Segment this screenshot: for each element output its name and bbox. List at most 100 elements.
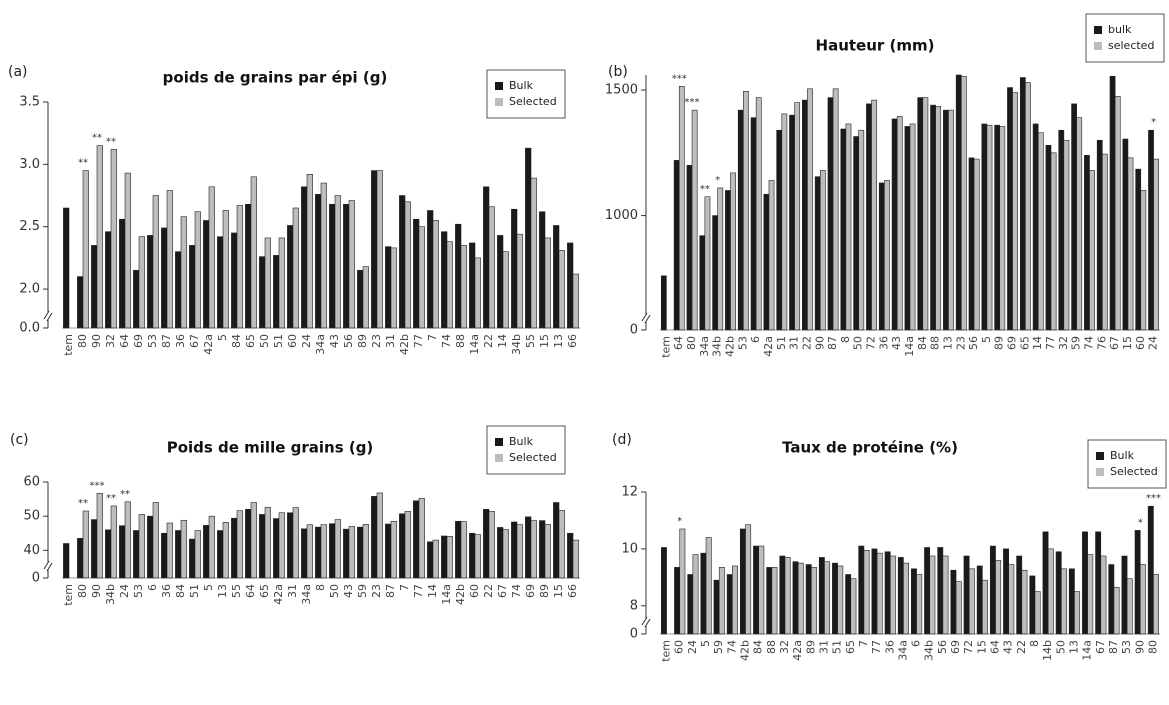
bar <box>502 251 509 329</box>
x-tick-label: 50 <box>1054 640 1067 654</box>
bar <box>362 524 369 579</box>
bar <box>483 509 490 579</box>
x-tick-label: 5 <box>699 640 712 647</box>
bar <box>306 524 313 579</box>
y-tick-label: 12 <box>621 485 638 500</box>
bar <box>175 530 182 579</box>
significance: ** <box>120 489 130 500</box>
bar <box>152 195 159 329</box>
bar <box>981 123 988 331</box>
bar <box>896 116 903 331</box>
bar <box>1089 170 1095 331</box>
bar <box>968 568 975 635</box>
axis-break <box>641 616 648 626</box>
bar <box>916 574 923 635</box>
bar <box>441 535 448 579</box>
axis-break <box>46 562 53 572</box>
bar <box>679 528 686 635</box>
bar <box>245 203 252 329</box>
bar <box>446 536 453 579</box>
bar <box>845 574 852 635</box>
bar <box>876 552 883 635</box>
x-tick-label: 55 <box>230 584 243 598</box>
bar <box>904 126 911 331</box>
bar <box>567 242 574 329</box>
y-tick-label: 3.0 <box>19 157 40 172</box>
x-tick-label: 24 <box>118 584 131 598</box>
bar <box>455 520 462 579</box>
bar <box>488 206 495 329</box>
bar <box>832 88 839 331</box>
x-tick-label: tem <box>62 334 75 356</box>
x-tick-label: 88 <box>454 334 467 348</box>
bar <box>1121 555 1128 635</box>
bar <box>553 225 560 329</box>
bar <box>763 193 770 331</box>
x-tick-label: 24 <box>686 640 699 654</box>
bar <box>1140 190 1147 331</box>
x-tick-label: 34b <box>923 640 936 661</box>
bar <box>781 113 788 331</box>
bar <box>1021 569 1028 635</box>
x-tick-label: 80 <box>76 334 89 348</box>
bar <box>687 574 694 635</box>
x-tick-label: 22 <box>482 334 495 348</box>
legend-box <box>1085 13 1165 63</box>
bar <box>840 128 847 331</box>
x-tick-label: 87 <box>1107 640 1120 654</box>
bar <box>871 99 877 331</box>
bar <box>273 255 280 329</box>
bar <box>943 109 949 331</box>
x-tick-label: 87 <box>160 334 173 348</box>
bar <box>1096 139 1103 331</box>
x-tick-label: 42b <box>739 640 752 661</box>
bar <box>1007 87 1013 331</box>
x-tick-label: 89 <box>538 584 551 598</box>
bar <box>292 507 299 579</box>
x-tick-label: 42a <box>202 334 215 355</box>
x-tick-label: 7 <box>426 334 439 341</box>
bar <box>743 91 749 331</box>
significance: ** <box>700 184 710 195</box>
bar <box>390 247 397 329</box>
bar <box>357 270 364 329</box>
x-tick-label: 14a <box>1081 640 1094 661</box>
x-tick-label: 76 <box>1095 336 1108 350</box>
x-tick-label: 36 <box>160 584 173 598</box>
x-tick-label: 77 <box>412 334 425 348</box>
bar <box>558 510 565 579</box>
bar <box>1032 123 1039 331</box>
x-tick-label: 69 <box>949 640 962 654</box>
bar <box>1087 554 1094 635</box>
bar <box>1074 591 1081 635</box>
bar <box>530 520 537 579</box>
bar <box>1037 132 1044 331</box>
bar <box>320 524 327 579</box>
bar <box>343 528 350 579</box>
x-tick-label: 31 <box>817 640 830 654</box>
bar <box>1135 168 1142 331</box>
bar <box>315 193 322 329</box>
bar <box>525 516 532 579</box>
bar <box>217 530 224 579</box>
bar <box>717 187 724 331</box>
bar <box>180 519 187 579</box>
bar <box>474 534 481 579</box>
bar <box>1050 152 1057 331</box>
y-tick-label: 1500 <box>605 83 638 98</box>
x-tick-label: 53 <box>146 334 159 348</box>
axis-break <box>43 560 50 570</box>
axis-break <box>43 310 50 320</box>
x-tick-label: 14a <box>903 336 916 357</box>
bar <box>779 555 786 635</box>
bar <box>832 562 838 635</box>
bar <box>525 147 532 329</box>
bar <box>138 236 145 329</box>
bar <box>572 273 579 329</box>
x-tick-label: 34a <box>314 334 327 355</box>
bar <box>1126 578 1133 635</box>
bar <box>712 215 718 331</box>
significance: ** <box>106 136 116 147</box>
bar <box>483 186 490 329</box>
bar <box>390 520 397 579</box>
